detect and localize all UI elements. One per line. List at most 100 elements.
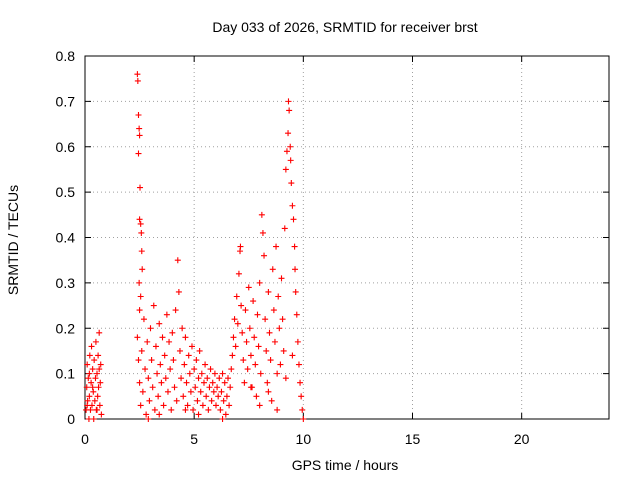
data-point	[258, 211, 265, 218]
data-point	[139, 388, 146, 395]
data-point	[251, 334, 258, 341]
data-point	[159, 334, 166, 341]
data-point	[300, 416, 307, 422]
data-point	[250, 298, 257, 305]
data-point	[214, 384, 221, 391]
data-point	[263, 347, 270, 354]
data-point	[299, 406, 306, 413]
data-point	[265, 288, 272, 295]
data-point	[179, 325, 186, 332]
data-point	[244, 366, 251, 373]
data-point	[176, 347, 183, 354]
data-point	[98, 411, 105, 418]
y-tick-label: 0.5	[56, 184, 76, 200]
data-point	[137, 220, 144, 227]
data-point	[252, 361, 259, 368]
data-point	[183, 379, 190, 386]
data-point	[161, 352, 168, 359]
data-point	[294, 338, 301, 345]
data-point	[223, 393, 230, 400]
data-point	[225, 375, 232, 382]
data-point	[232, 343, 239, 350]
data-point	[94, 370, 101, 377]
data-point	[96, 366, 103, 373]
data-point	[178, 375, 185, 382]
x-tick-label: 10	[296, 431, 312, 447]
data-point	[265, 388, 272, 395]
data-point	[180, 393, 187, 400]
data-point	[137, 293, 144, 300]
data-point	[254, 311, 261, 318]
data-point	[89, 366, 96, 373]
data-point	[139, 266, 146, 273]
data-point	[287, 157, 294, 164]
axis-ticks	[84, 55, 609, 420]
data-point	[273, 243, 280, 250]
data-point	[85, 375, 92, 382]
data-point	[88, 379, 95, 386]
data-point	[290, 216, 297, 223]
data-point	[233, 293, 240, 300]
data-point	[84, 402, 91, 409]
data-point	[186, 370, 193, 377]
data-point	[209, 379, 216, 386]
data-point	[135, 111, 142, 118]
data-point	[257, 370, 264, 377]
data-point	[199, 402, 206, 409]
data-point	[247, 384, 254, 391]
data-point	[84, 361, 91, 368]
data-point	[279, 316, 286, 323]
data-point	[261, 252, 268, 259]
data-point	[166, 338, 173, 345]
y-tick-label: 0.1	[56, 366, 76, 382]
data-point	[239, 329, 246, 336]
data-point	[143, 411, 150, 418]
data-point	[229, 352, 236, 359]
data-point	[282, 375, 289, 382]
y-tick-label: 0.7	[56, 93, 76, 109]
data-point	[156, 320, 163, 327]
data-point	[245, 284, 252, 291]
y-tick-label: 0.3	[56, 275, 76, 291]
data-point	[195, 411, 202, 418]
data-point	[226, 402, 233, 409]
data-point	[138, 229, 145, 236]
data-point	[277, 361, 284, 368]
data-point	[280, 347, 287, 354]
data-point	[202, 361, 209, 368]
data-point	[175, 288, 182, 295]
data-point	[267, 357, 274, 364]
data-point	[157, 361, 164, 368]
data-point	[152, 343, 159, 350]
data-point	[286, 107, 293, 114]
data-point	[268, 397, 275, 404]
data-point	[194, 397, 201, 404]
data-point	[156, 411, 163, 418]
data-point	[247, 352, 254, 359]
x-tick-label: 0	[81, 431, 89, 447]
data-point	[158, 379, 165, 386]
data-point	[195, 375, 202, 382]
data-point	[187, 388, 194, 395]
data-point	[274, 406, 281, 413]
data-point	[287, 143, 294, 150]
data-point	[205, 406, 212, 413]
data-point	[215, 393, 222, 400]
data-point	[154, 370, 161, 377]
data-point	[184, 402, 191, 409]
data-point	[243, 338, 250, 345]
data-point	[185, 352, 192, 359]
data-point	[246, 325, 253, 332]
data-point	[293, 311, 300, 318]
data-point	[90, 388, 97, 395]
data-point	[221, 379, 228, 386]
data-point	[262, 316, 269, 323]
data-point	[172, 307, 179, 314]
data-point	[227, 384, 234, 391]
data-point	[219, 416, 226, 422]
data-point	[134, 77, 141, 84]
data-point	[91, 397, 98, 404]
data-point	[174, 257, 181, 264]
data-point	[171, 384, 178, 391]
